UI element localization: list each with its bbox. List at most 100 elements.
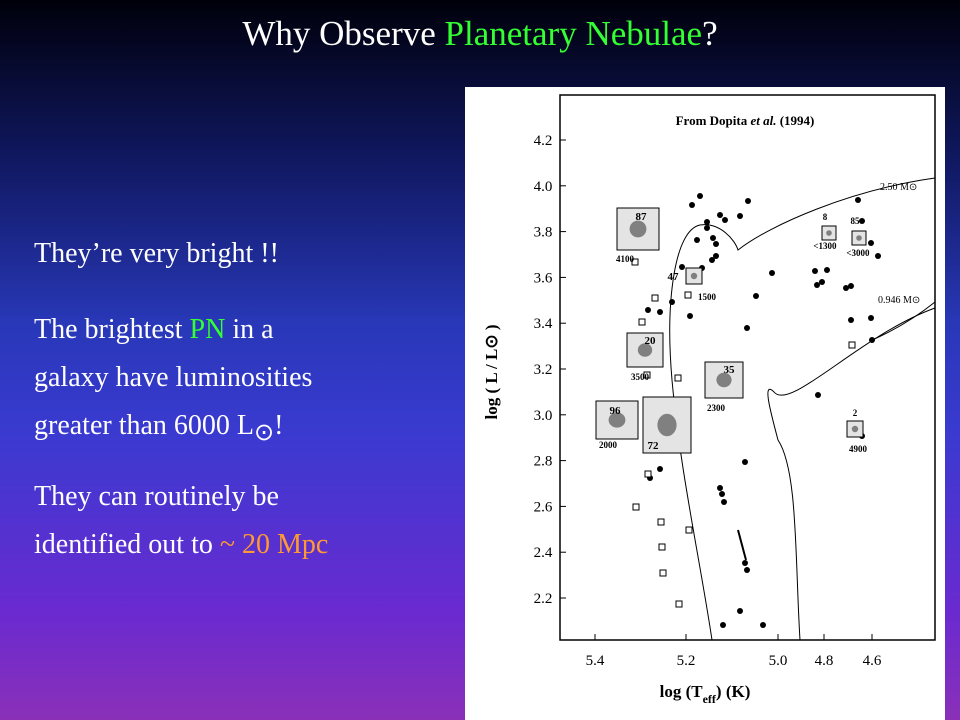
source: From Dopita et al. (1994) (676, 113, 815, 128)
filled-point (717, 212, 723, 218)
bullet-highlight: PN (189, 314, 226, 345)
track (871, 301, 936, 341)
annotation: 1500 (698, 292, 717, 302)
bullet-text: The brightest (34, 314, 190, 345)
title-text: Why Observe (242, 14, 445, 53)
sun-symbol: ⊙ (254, 420, 275, 446)
inset-nebula (637, 343, 653, 357)
x-label-sub: eff (703, 692, 717, 706)
filled-point (720, 622, 726, 628)
bullet: They’re very bright !! (34, 230, 279, 278)
bullet-text: in a (225, 314, 274, 345)
bullet-text: ! (274, 410, 284, 441)
filled-point (744, 325, 750, 331)
annotation: <3000 (846, 248, 870, 258)
filled-point (713, 253, 719, 259)
filled-point (697, 193, 703, 199)
x-tick-label: 4.6 (863, 653, 882, 669)
x-label-text: log (T (660, 682, 704, 701)
open-point (638, 318, 646, 326)
bullet-line: galaxy have luminosities (34, 362, 313, 393)
open-point (644, 470, 652, 478)
open-point (643, 371, 651, 379)
filled-point (645, 307, 651, 313)
bullet-text: identified out to (34, 529, 220, 560)
inset-nebula (856, 235, 862, 241)
annotation: 2300 (707, 403, 726, 413)
filled-point (744, 567, 750, 573)
source-text: (1994) (776, 113, 814, 128)
filled-point (848, 317, 854, 323)
x-tick-label: 4.8 (815, 653, 834, 669)
bullet-text: greater than 6000 L (34, 410, 255, 441)
annotation: 35 (724, 364, 736, 376)
source-text: From Dopita (676, 113, 751, 128)
x-tick-label: 5.0 (769, 653, 788, 669)
filled-point (721, 499, 727, 505)
open-point (631, 258, 639, 266)
filled-point (669, 299, 675, 305)
filled-point (814, 282, 820, 288)
y-tick-label: 3.2 (534, 362, 553, 378)
track-label: 2.50 M⊙ (880, 182, 917, 193)
inset-nebula (826, 230, 832, 236)
insets: 87 4100 47 1500 20 3500 35 2300 96 2000 72 8 <1300 85… (595, 207, 870, 454)
y-tick-label: 2.8 (534, 454, 553, 470)
filled-point (875, 253, 881, 259)
annotation: 20 (645, 335, 657, 347)
title: Why Observe Planetary Nebulae? (0, 14, 960, 54)
filled-point (848, 283, 854, 289)
open-point (659, 569, 667, 577)
inset-nebula (657, 413, 677, 437)
title-text: ? (702, 14, 718, 53)
annotation: 2 (853, 408, 858, 418)
filled-point (737, 608, 743, 614)
track (767, 307, 936, 641)
filled-point (719, 491, 725, 497)
annotation: 96 (610, 405, 622, 417)
filled-point (769, 270, 775, 276)
filled-point (737, 213, 743, 219)
open-point (651, 294, 659, 302)
y-tick-label: 2.6 (534, 499, 553, 515)
inset-nebula (851, 425, 859, 433)
filled-point (657, 466, 663, 472)
bullet-line: identified out to ~ 20 Mpc (34, 521, 328, 569)
open-point (632, 503, 640, 511)
filled-point (717, 485, 723, 491)
annotation: 85 (851, 216, 861, 226)
open-point (674, 374, 682, 382)
annotation: <1300 (813, 241, 837, 251)
track-label: 0.946 M⊙ (878, 295, 920, 306)
open-point (657, 518, 665, 526)
filled-point (694, 237, 700, 243)
inset-nebula (716, 372, 732, 388)
inset-nebula (608, 412, 626, 428)
filled-point (843, 285, 849, 291)
y-tick-label: 3.6 (534, 270, 553, 286)
filled-point (824, 267, 830, 273)
inset-nebula (690, 272, 698, 280)
bullet-text: They’re very bright !! (34, 238, 279, 269)
filled-point (709, 257, 715, 263)
filled-point (815, 392, 821, 398)
filled-point (859, 218, 865, 224)
bullet-line: greater than 6000 L⊙! (34, 402, 312, 457)
y-tick-label: 4.0 (534, 179, 553, 195)
filled-point (742, 459, 748, 465)
filled-point (868, 240, 874, 246)
filled-point (713, 241, 719, 247)
y-tick-label: 4.2 (534, 133, 553, 149)
x-tick-label: 5.4 (586, 653, 605, 669)
filled-point (687, 313, 693, 319)
track (669, 177, 936, 641)
filled-point (819, 279, 825, 285)
bullet-line: The brightest PN in a (34, 306, 312, 354)
plot-frame (559, 94, 936, 641)
filled-point (745, 198, 751, 204)
bullet: The brightest PN in a galaxy have lumino… (34, 306, 312, 457)
filled-point (689, 202, 695, 208)
tracks (669, 177, 936, 641)
annotation: 3500 (631, 372, 650, 382)
open-point (684, 291, 692, 299)
